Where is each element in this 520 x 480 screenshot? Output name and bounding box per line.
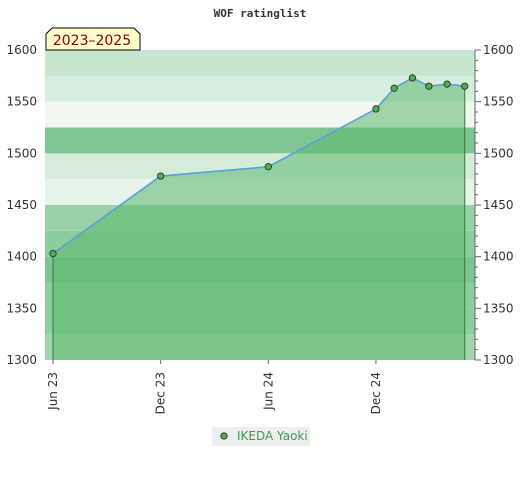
left-y-tick-label: 1400 <box>6 250 37 264</box>
x-tick-label: Jun 23 <box>46 372 60 411</box>
data-point <box>372 105 380 113</box>
left-y-tick-label: 1600 <box>6 43 37 57</box>
data-point <box>461 82 469 90</box>
left-y-tick-label: 1550 <box>6 95 37 109</box>
left-y-tick-label: 1450 <box>6 198 37 212</box>
legend[interactable]: IKEDA Yaoki <box>212 427 310 446</box>
data-point <box>425 82 433 90</box>
right-y-tick-label: 1500 <box>483 146 514 160</box>
x-tick-label: Dec 23 <box>154 372 168 414</box>
left-y-axis: 1300 1350 1400 1450 1500 1550 1600 <box>6 43 37 367</box>
data-point <box>157 172 165 180</box>
data-point <box>390 84 398 92</box>
data-point <box>443 80 451 88</box>
series-area-fill <box>53 77 465 361</box>
left-y-tick-label: 1300 <box>6 353 37 367</box>
left-y-tick-label: 1500 <box>6 146 37 160</box>
period-badge: 2023–2025 <box>45 27 141 51</box>
right-y-tick-label: 1300 <box>483 353 514 367</box>
right-y-tick-label: 1350 <box>483 301 514 315</box>
period-badge-label: 2023–2025 <box>53 33 131 49</box>
data-point <box>264 163 272 171</box>
legend-label: IKEDA Yaoki <box>237 429 308 443</box>
x-tick-label: Dec 24 <box>369 372 383 414</box>
chart-title: WOF ratinglist <box>214 7 307 20</box>
series-markers <box>49 74 469 258</box>
right-y-tick-label: 1600 <box>483 43 514 57</box>
legend-marker <box>220 432 228 440</box>
data-point <box>49 249 57 258</box>
right-y-tick-label: 1550 <box>483 95 514 109</box>
background-band <box>45 50 475 76</box>
right-y-axis: 1300 1350 1400 1450 1500 1550 1600 <box>474 43 514 367</box>
data-point <box>408 74 417 82</box>
x-tick-label: Jun 24 <box>261 372 275 411</box>
right-y-tick-label: 1400 <box>483 250 514 264</box>
x-axis: Jun 23 Dec 23 Jun 24 Dec 24 <box>46 360 383 414</box>
left-y-tick-label: 1350 <box>6 301 37 315</box>
right-y-tick-label: 1450 <box>483 198 514 212</box>
